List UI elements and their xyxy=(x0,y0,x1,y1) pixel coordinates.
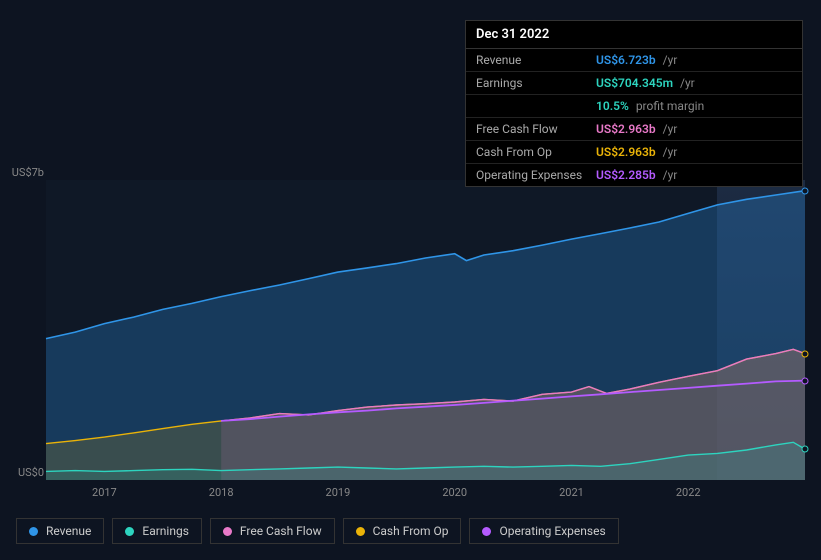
series-endpoint xyxy=(802,446,809,453)
x-axis-tick: 2020 xyxy=(442,486,467,499)
y-axis-tick: US$0 xyxy=(6,466,44,479)
x-axis-tick: 2018 xyxy=(209,486,234,499)
tooltip-row: Free Cash FlowUS$2.963b /yr xyxy=(466,118,802,141)
tooltip-row: Operating ExpensesUS$2.285b /yr xyxy=(466,164,802,186)
financial-chart: US$0US$7b 201720182019202020212022 xyxy=(16,160,805,500)
x-axis-tick: 2021 xyxy=(559,486,584,499)
legend-label: Earnings xyxy=(142,524,189,538)
tooltip-metric-value: US$704.345m /yr xyxy=(596,76,695,90)
legend-item[interactable]: Free Cash Flow xyxy=(210,518,335,544)
tooltip-row: 10.5% profit margin xyxy=(466,95,802,118)
tooltip-metric-value: US$2.963b /yr xyxy=(596,122,677,136)
data-tooltip: Dec 31 2022 RevenueUS$6.723b /yrEarnings… xyxy=(465,20,803,187)
tooltip-date: Dec 31 2022 xyxy=(466,21,802,49)
legend-swatch xyxy=(482,527,491,536)
tooltip-metric-value: US$2.285b /yr xyxy=(596,168,677,182)
x-axis-tick: 2019 xyxy=(326,486,351,499)
tooltip-row: RevenueUS$6.723b /yr xyxy=(466,49,802,72)
legend-label: Cash From Op xyxy=(373,524,449,538)
series-endpoint xyxy=(802,187,809,194)
legend-item[interactable]: Cash From Op xyxy=(343,518,462,544)
legend-swatch xyxy=(223,527,232,536)
legend-swatch xyxy=(29,527,38,536)
legend-label: Free Cash Flow xyxy=(240,524,322,538)
legend-swatch xyxy=(356,527,365,536)
series-endpoint xyxy=(802,350,809,357)
x-axis-tick: 2017 xyxy=(92,486,117,499)
tooltip-metric-value: US$2.963b /yr xyxy=(596,145,677,159)
x-axis-tick: 2022 xyxy=(676,486,701,499)
tooltip-metric-label: Earnings xyxy=(476,76,596,90)
tooltip-metric-value: 10.5% profit margin xyxy=(596,99,704,113)
legend-item[interactable]: Operating Expenses xyxy=(469,518,618,544)
tooltip-metric-label: Free Cash Flow xyxy=(476,122,596,136)
tooltip-metric-label xyxy=(476,99,596,113)
y-axis-tick: US$7b xyxy=(6,166,44,179)
legend-swatch xyxy=(125,527,134,536)
series-endpoint xyxy=(802,377,809,384)
tooltip-metric-label: Operating Expenses xyxy=(476,168,596,182)
legend-label: Revenue xyxy=(46,524,91,538)
tooltip-metric-label: Cash From Op xyxy=(476,145,596,159)
legend-label: Operating Expenses xyxy=(499,524,605,538)
chart-legend: Revenue Earnings Free Cash Flow Cash From O… xyxy=(16,518,619,544)
plot-area[interactable] xyxy=(46,180,805,480)
tooltip-row: Cash From OpUS$2.963b /yr xyxy=(466,141,802,164)
legend-item[interactable]: Revenue xyxy=(16,518,104,544)
legend-item[interactable]: Earnings xyxy=(112,518,202,544)
tooltip-row: EarningsUS$704.345m /yr xyxy=(466,72,802,95)
tooltip-metric-label: Revenue xyxy=(476,53,596,67)
tooltip-metric-value: US$6.723b /yr xyxy=(596,53,677,67)
